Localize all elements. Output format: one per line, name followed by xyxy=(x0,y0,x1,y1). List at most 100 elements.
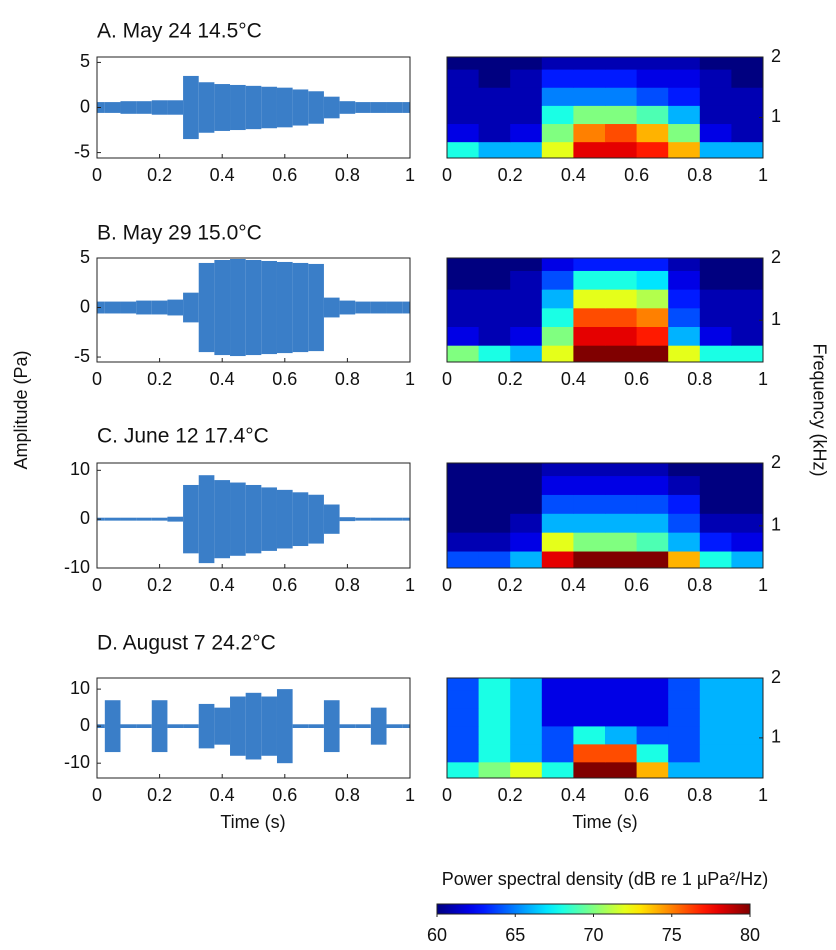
waveform-envelope xyxy=(198,82,215,133)
spectrogram-cell xyxy=(447,475,480,495)
waveform-envelope xyxy=(245,85,262,130)
spectrogram-cell xyxy=(699,707,732,727)
spectrogram-cell xyxy=(668,761,701,779)
spectrogram-cell xyxy=(510,463,543,477)
waveform-envelope xyxy=(386,724,403,728)
spectrogram-cell xyxy=(541,678,574,691)
spectrogram-cell xyxy=(668,87,701,106)
spectrogram-cell xyxy=(573,123,606,143)
panel-title: A. May 24 14.5°C xyxy=(97,20,262,43)
x-tick-label: 0.6 xyxy=(624,785,649,805)
x-tick-label: 0 xyxy=(442,575,452,595)
waveform-envelope xyxy=(104,700,121,753)
spectrogram-cell xyxy=(636,270,669,290)
x-tick-label: 0.4 xyxy=(210,165,235,185)
waveform-envelope xyxy=(120,724,137,728)
spectrogram-cell xyxy=(478,307,511,328)
y-tick-label: -5 xyxy=(74,346,90,366)
spectrogram-cell xyxy=(699,289,732,309)
spectrogram-cell xyxy=(541,725,574,745)
spectrogram-cell xyxy=(510,743,543,763)
spectrogram-cell xyxy=(573,513,606,533)
spectrogram-cell xyxy=(731,678,764,691)
spectrogram-cell xyxy=(605,270,638,290)
spectrogram-cell xyxy=(605,289,638,309)
spectrogram-cell xyxy=(573,141,606,159)
spectrogram-cell xyxy=(636,87,669,106)
spectrogram-cell xyxy=(573,345,606,363)
spectrogram-cell xyxy=(731,551,764,569)
x-tick-label: 0.6 xyxy=(272,575,297,595)
spectrogram-cell xyxy=(447,532,480,552)
spectrogram-cell xyxy=(541,270,574,290)
x-tick-label: 0.6 xyxy=(272,785,297,805)
x-tick-label: 0.2 xyxy=(498,369,523,389)
spectrogram-cell xyxy=(668,689,701,709)
waveform-envelope xyxy=(370,301,387,314)
waveform-envelope xyxy=(308,91,324,124)
spectrogram-cell xyxy=(541,87,574,106)
spectrogram-cell xyxy=(541,532,574,552)
spectrogram-cell xyxy=(731,258,764,271)
spectrogram-cell xyxy=(731,326,764,346)
spectrogram-cell xyxy=(573,725,606,745)
spectrogram-cell xyxy=(731,307,764,328)
spectrogram-cell xyxy=(699,532,732,552)
waveform-envelope xyxy=(214,480,231,559)
waveform-envelope xyxy=(151,100,168,115)
spectrogram-cell xyxy=(699,463,732,477)
y2-tick-label: 1 xyxy=(771,309,781,329)
spectrogram-cell xyxy=(668,57,701,70)
x-tick-label: 0.6 xyxy=(272,165,297,185)
spectrogram-cell xyxy=(510,141,543,159)
x-tick-label: 0.6 xyxy=(624,369,649,389)
waveform-envelope xyxy=(355,724,371,728)
spectrogram-cell xyxy=(731,463,764,477)
spectrogram-cell xyxy=(731,141,764,159)
spectrogram-cell xyxy=(699,689,732,709)
waveform-envelope xyxy=(183,292,199,323)
spectrogram-cell xyxy=(573,532,606,552)
waveform-envelope xyxy=(323,297,340,318)
x-tick-label: 0.2 xyxy=(147,575,172,595)
spectrogram-cell xyxy=(605,141,638,159)
spectrogram-cell xyxy=(668,345,701,363)
spectrogram-cell xyxy=(699,141,732,159)
spectrogram-cell xyxy=(731,105,764,125)
waveform-envelope xyxy=(183,484,199,554)
spectrogram-cell xyxy=(541,105,574,125)
spectrogram-cell xyxy=(573,463,606,477)
spectrogram-cell xyxy=(731,57,764,70)
spectrogram-cell xyxy=(573,307,606,328)
x-axis-label: Time (s) xyxy=(572,812,637,832)
spectrogram-cell xyxy=(605,678,638,691)
spectrogram-cell xyxy=(478,743,511,763)
spectrogram-cell xyxy=(573,761,606,779)
spectrogram-cell xyxy=(636,678,669,691)
waveform-envelope xyxy=(214,84,231,131)
spectrogram-cell xyxy=(510,270,543,290)
spectrogram-cell xyxy=(636,761,669,779)
x-tick-label: 0.6 xyxy=(624,575,649,595)
waveform-envelope xyxy=(120,301,137,314)
spectrogram-cell xyxy=(668,678,701,691)
spectrogram-cell xyxy=(573,707,606,727)
spectrogram-cell xyxy=(573,689,606,709)
waveform xyxy=(97,75,410,140)
spectrogram-cell xyxy=(605,532,638,552)
spectrogram-cell xyxy=(573,270,606,290)
waveform-envelope xyxy=(230,482,246,556)
colorbar-title: Power spectral density (dB re 1 µPa²/Hz) xyxy=(442,869,769,889)
spectrogram-cell xyxy=(478,57,511,70)
spectrogram-cell xyxy=(573,258,606,271)
y-tick-label: 5 xyxy=(80,51,90,71)
plot-frame xyxy=(96,257,411,363)
spectrogram-cell xyxy=(510,345,543,363)
spectrogram-cell xyxy=(541,707,574,727)
spectrogram-cell xyxy=(573,743,606,763)
y-tick-label: -10 xyxy=(64,557,90,577)
spectrogram-cell xyxy=(541,513,574,533)
spectrogram-cell xyxy=(731,707,764,727)
spectrogram-cell xyxy=(636,141,669,159)
spectrogram-cell xyxy=(636,258,669,271)
